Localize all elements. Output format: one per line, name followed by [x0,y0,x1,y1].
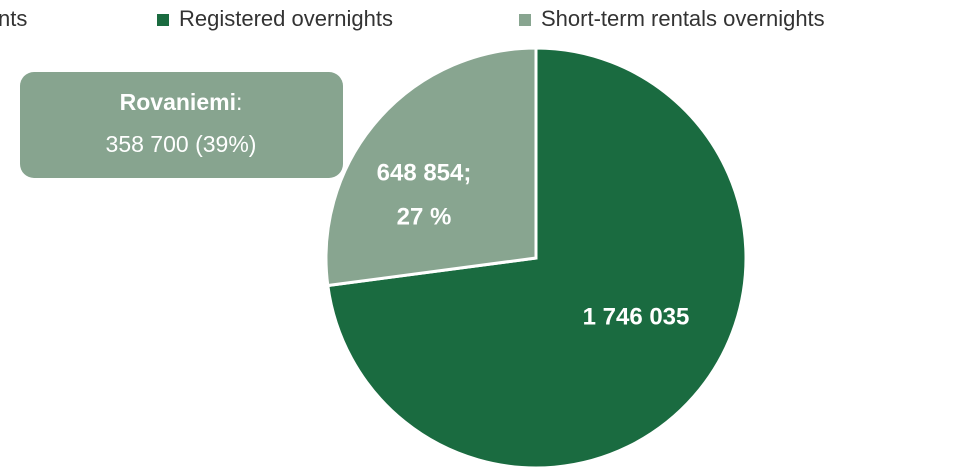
legend-label: Registered overnights [179,6,393,31]
percent-label: 27 % [397,203,452,230]
legend-marker [157,14,169,26]
legend-fragment: nts [0,6,27,31]
callout-box [20,72,343,178]
callout-label: Rovaniemi [120,89,236,115]
callout-separator: : [236,89,242,115]
callout-title: Rovaniemi: [120,89,243,115]
data-label: 1 746 035 [583,303,690,330]
pie-slice [324,46,538,288]
callout-text: 358 700 (39%) [106,131,257,157]
legend-marker [519,14,531,26]
data-label: 648 854; [377,159,472,186]
legend-label: Short-term rentals overnights [541,6,825,31]
